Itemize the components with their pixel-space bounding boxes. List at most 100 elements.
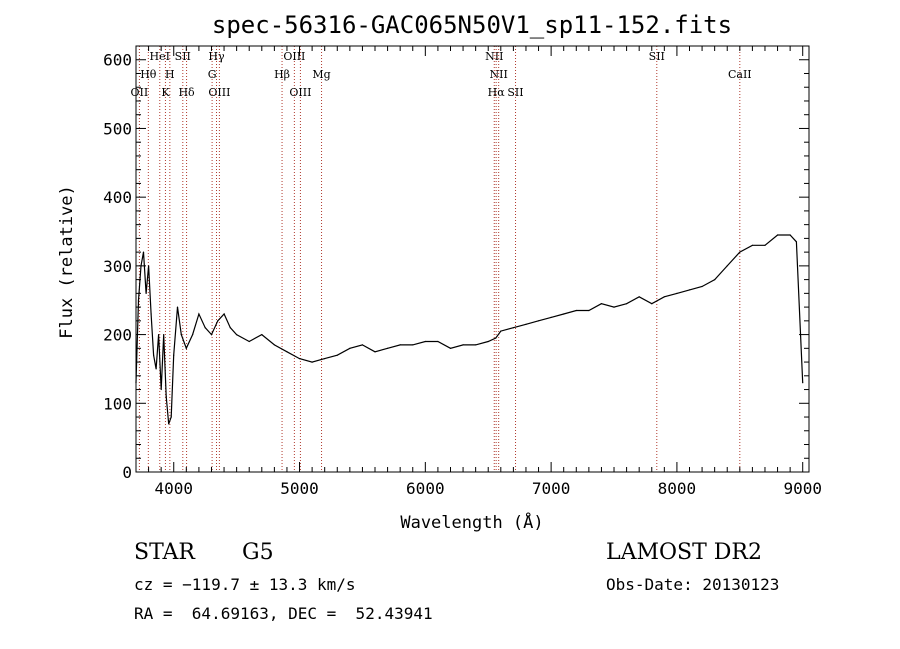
survey-name: LAMOST DR2 — [606, 540, 762, 565]
chart-title: spec-56316-GAC065N50V1_sp11-152.fits — [212, 11, 732, 39]
line-label-1: Hθ — [140, 68, 157, 81]
line-label-4: H — [165, 68, 175, 81]
spectrum-point-12 — [165, 395, 167, 397]
y-tick-label-0: 0 — [122, 463, 132, 482]
spectrum-point-22 — [210, 334, 213, 336]
spectrum-point-25 — [229, 327, 231, 329]
spectrum-point-14 — [170, 416, 172, 418]
spectrum-point-45 — [475, 344, 477, 346]
spectrum-point-58 — [626, 303, 628, 305]
spectrum-point-27 — [248, 340, 250, 343]
spectrum-point-24 — [223, 313, 225, 315]
line-label-3: SII — [175, 50, 191, 63]
x-tick-label-2: 6000 — [406, 479, 445, 498]
x-axis-ticks: 4000 5000 6000 7000 8000 9000 — [148, 46, 822, 498]
spectrum-point-36 — [361, 344, 363, 346]
spectrum-point-54 — [575, 309, 577, 312]
x-tick-label-4: 8000 — [658, 479, 697, 498]
spectrum-point-7 — [153, 354, 155, 356]
spectrum-point-61 — [663, 296, 665, 298]
spectrum-point-55 — [588, 309, 590, 312]
spectrum-point-11 — [163, 334, 165, 336]
y-tick-label-4: 400 — [103, 188, 132, 207]
spectrum-point-6 — [150, 313, 152, 315]
spectrum-point-71 — [789, 234, 791, 236]
spectrum-point-4 — [145, 292, 147, 294]
redshift-velocity: cz = −119.7 ± 13.3 km/s — [134, 575, 356, 594]
spectrum-point-70 — [777, 234, 779, 236]
object-subclass: G5 — [242, 540, 274, 565]
spectrum-point-26 — [236, 334, 238, 336]
line-label-19: CaII — [728, 68, 752, 81]
spectrum-point-34 — [336, 354, 338, 356]
line-label-0: HeI — [150, 50, 170, 63]
spectrum-series — [135, 234, 804, 425]
spectrum-point-62 — [676, 292, 678, 294]
spectrum-point-69 — [764, 244, 766, 246]
line-label-9: OIII — [208, 86, 230, 99]
line-label-8: G — [208, 68, 217, 81]
line-label-7: Hγ — [208, 50, 225, 63]
spectrum-point-42 — [437, 340, 439, 343]
spectrum-point-35 — [349, 347, 351, 349]
line-label-17: SII — [507, 86, 523, 99]
spectrum-point-51 — [537, 320, 540, 322]
spectrum-point-29 — [273, 344, 275, 346]
line-label-13: OIII — [289, 86, 311, 99]
spectrum-point-18 — [185, 347, 187, 349]
line-label-10: OIII — [283, 50, 305, 63]
spectrum-point-40 — [412, 344, 414, 346]
spectrum-point-49 — [512, 327, 515, 329]
spectrum-point-33 — [324, 358, 326, 360]
spectrum-point-32 — [311, 361, 313, 363]
line-label-5: K — [161, 86, 170, 99]
spectrum-point-21 — [204, 327, 206, 329]
line-label-2: OII — [131, 86, 149, 99]
spectrum-point-44 — [462, 344, 464, 346]
y-tick-label-1: 100 — [103, 394, 132, 413]
spectrum-point-19 — [192, 334, 194, 336]
line-label-18: SII — [649, 50, 665, 63]
object-class: STAR — [134, 540, 195, 565]
y-tick-label-2: 200 — [103, 326, 132, 345]
spectrum-point-13 — [168, 423, 170, 425]
spectrum-point-5 — [148, 265, 150, 267]
sky-coordinates: RA = 64.69163, DEC = 52.43941 — [134, 604, 433, 623]
spectrum-point-46 — [487, 340, 489, 343]
spectrum-point-9 — [158, 334, 160, 336]
spectrum-point-3 — [142, 251, 145, 253]
spectrum-point-8 — [155, 368, 157, 370]
x-tick-label-3: 7000 — [532, 479, 571, 498]
spectrum-point-39 — [399, 344, 401, 346]
spectrum-point-43 — [449, 347, 452, 349]
spectrum-point-28 — [261, 334, 263, 336]
plot-frame — [135, 45, 810, 473]
spectrum-point-10 — [160, 388, 162, 391]
line-label-12: Mg — [312, 68, 330, 81]
spectrum-point-73 — [802, 382, 804, 384]
spectrum-point-17 — [180, 334, 182, 336]
spectrum-point-52 — [550, 316, 552, 318]
x-tick-label-1: 5000 — [280, 479, 319, 498]
x-tick-label-5: 9000 — [783, 479, 822, 498]
y-axis-ticks: 0 100 200 300 400 500 600 — [103, 51, 809, 482]
spectrum-point-53 — [563, 313, 565, 315]
line-label-11: Hβ — [274, 68, 290, 81]
line-label-6: Hδ — [178, 86, 195, 99]
spectrum-line — [135, 234, 804, 425]
spectrum-point-66 — [726, 265, 728, 267]
spectrum-point-67 — [739, 251, 741, 253]
y-axis-label: Flux (relative) — [57, 185, 77, 339]
spectrum-point-59 — [638, 296, 640, 298]
spectrum-point-50 — [525, 323, 527, 325]
y-tick-label-5: 500 — [103, 119, 132, 138]
spectrum-point-56 — [600, 303, 603, 305]
line-label-15: NII — [490, 68, 508, 81]
y-tick-label-6: 600 — [103, 51, 132, 70]
spectrum-point-64 — [701, 285, 703, 288]
y-tick-label-3: 300 — [103, 257, 132, 276]
line-label-14: NII — [485, 50, 503, 63]
line-label-16: Hα — [488, 86, 506, 99]
